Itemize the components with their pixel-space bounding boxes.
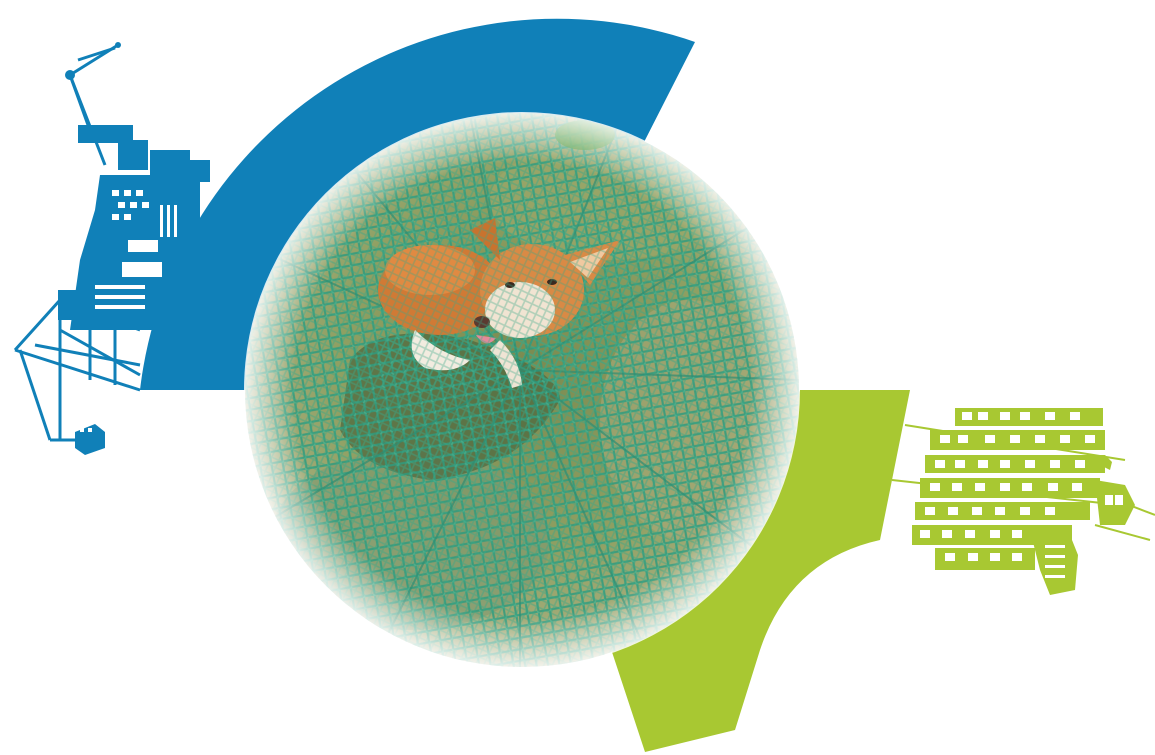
illustration-canvas [13,18,1155,752]
port-crane-icon [13,42,210,455]
dog-in-net-photo [244,112,800,668]
container-ship-icon [891,408,1155,595]
green-arc-band [612,390,910,752]
blue-arc-band [140,18,695,390]
